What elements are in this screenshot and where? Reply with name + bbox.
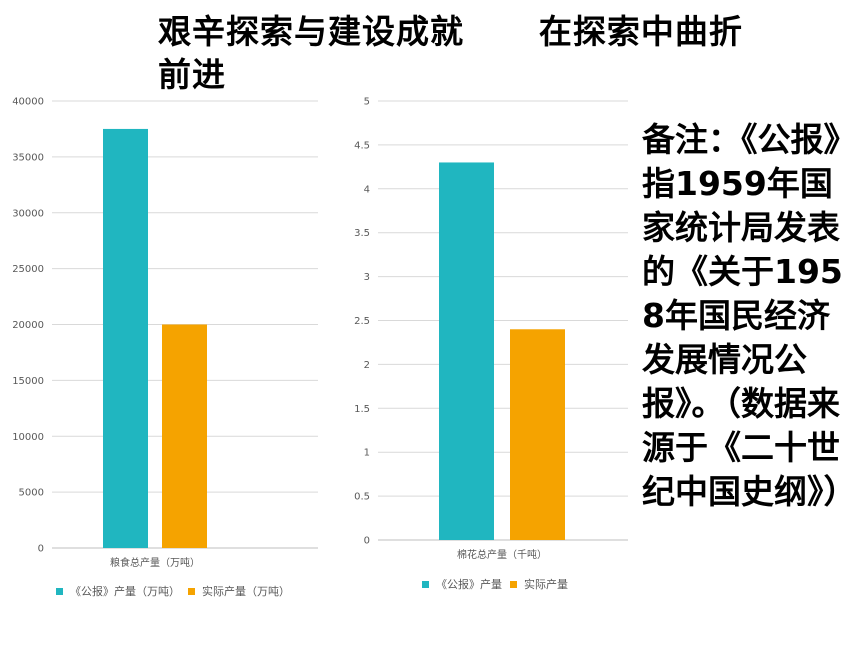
legend-swatch [422, 581, 429, 588]
legend-swatch [56, 588, 63, 595]
y-tick-label: 0.5 [354, 492, 370, 503]
legend-entry: 实际产量 [524, 577, 568, 591]
x-category-label: 粮食总产量（万吨） [110, 556, 200, 569]
y-tick-label: 1.5 [354, 404, 370, 415]
legend-entry: 《公报》产量 [436, 577, 502, 591]
y-tick-label: 2.5 [354, 316, 370, 327]
y-tick-label: 0 [364, 536, 370, 547]
bar [103, 128, 148, 548]
y-tick-label: 1 [364, 448, 370, 459]
bar [162, 324, 207, 548]
y-tick-label: 25000 [12, 264, 44, 275]
y-tick-label: 0 [38, 544, 44, 555]
y-tick-label: 5000 [19, 488, 44, 499]
y-tick-label: 3.5 [354, 228, 370, 239]
y-tick-label: 40000 [12, 97, 44, 108]
legend-entry: 实际产量（万吨） [202, 584, 290, 598]
y-tick-label: 35000 [12, 152, 44, 163]
bar [439, 162, 494, 540]
y-tick-label: 4.5 [354, 140, 370, 151]
legend-entry: 《公报》产量（万吨） [70, 584, 180, 598]
bar [510, 329, 565, 540]
legend-swatch [510, 581, 517, 588]
x-category-label: 棉花总产量（千吨） [457, 548, 547, 561]
y-tick-label: 5 [364, 97, 370, 108]
y-tick-label: 20000 [12, 320, 44, 331]
y-tick-label: 10000 [12, 432, 44, 443]
y-tick-label: 15000 [12, 376, 44, 387]
y-tick-label: 30000 [12, 208, 44, 219]
side-note: 备注：《公报》指1959年国家统计局发表的《关于1958年国民经济发展情况公报》… [642, 120, 852, 511]
page-title: 艰辛探索与建设成就 在探索中曲折前进 [158, 12, 743, 94]
y-tick-label: 4 [364, 184, 370, 195]
y-tick-label: 3 [364, 272, 370, 283]
legend-swatch [188, 588, 195, 595]
y-tick-label: 2 [364, 360, 370, 371]
